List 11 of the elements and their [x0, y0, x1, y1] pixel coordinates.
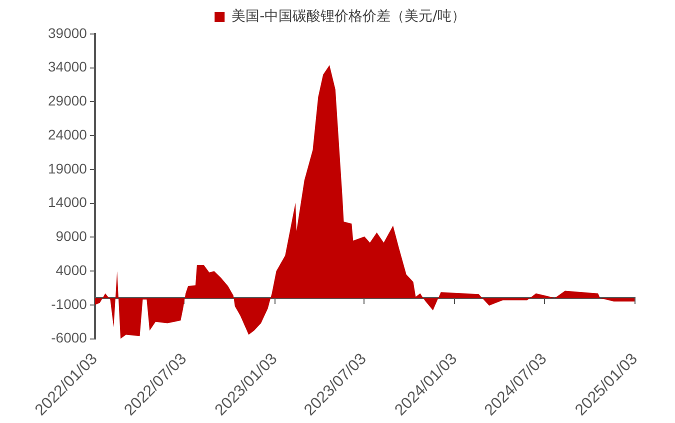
- y-tick-label: 24000: [48, 126, 88, 142]
- y-tick-label: 9000: [56, 228, 88, 244]
- y-tick-label: 29000: [48, 92, 88, 109]
- y-tick-label: -1000: [51, 296, 88, 312]
- legend-label: 美国-中国碳酸锂价格价差（美元/吨）: [232, 8, 466, 25]
- y-tick-label: 34000: [48, 58, 88, 75]
- y-tick-label: -6000: [51, 330, 88, 346]
- y-tick-label: 19000: [48, 160, 88, 176]
- y-tick-label: 14000: [48, 194, 88, 210]
- y-tick-label: 4000: [56, 262, 88, 278]
- y-tick-label: 39000: [48, 24, 88, 41]
